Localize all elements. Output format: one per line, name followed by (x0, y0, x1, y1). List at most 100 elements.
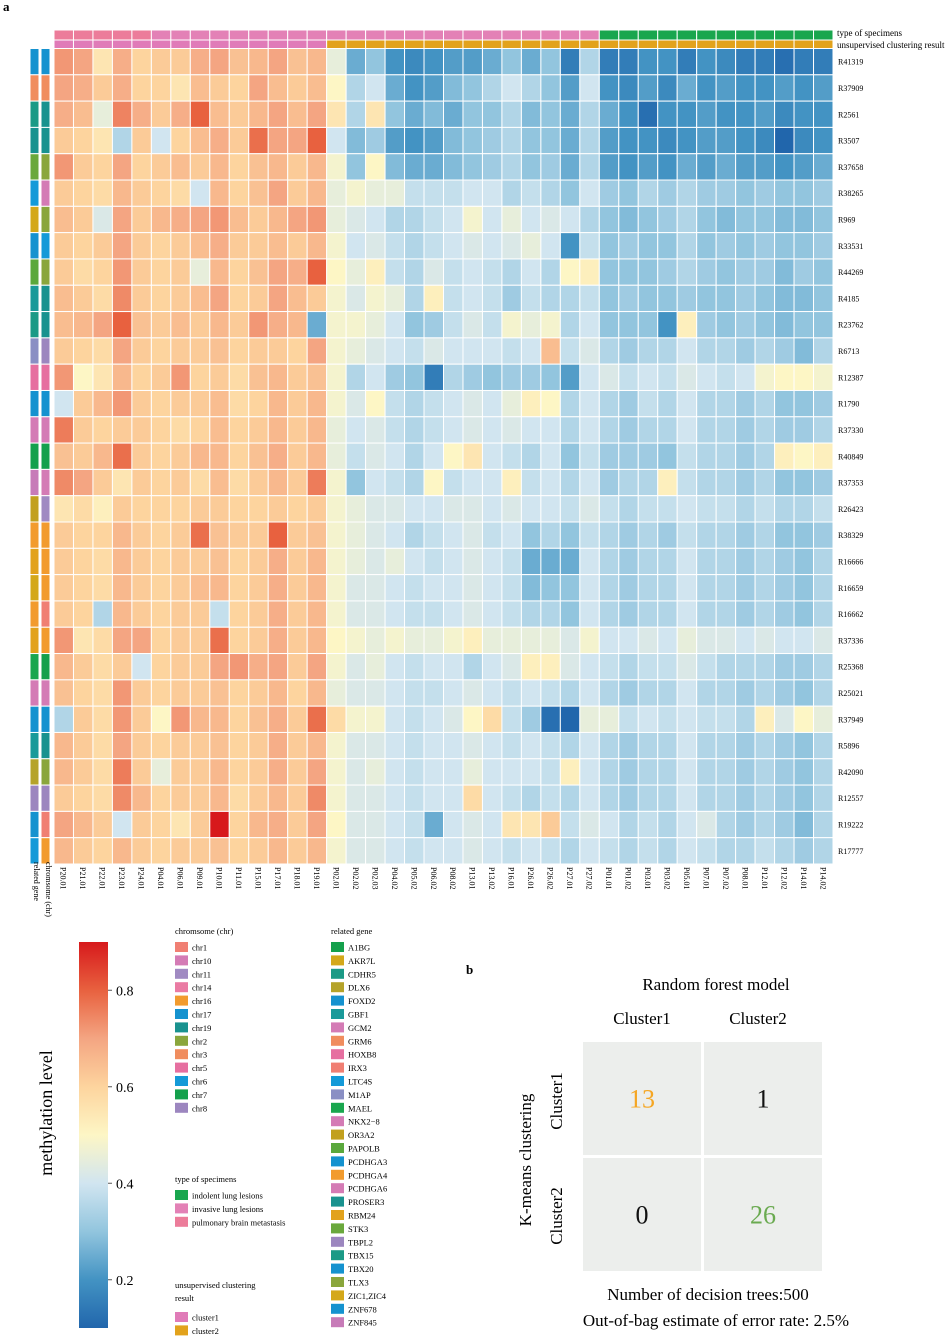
heatmap-cell (637, 258, 659, 286)
heatmap-cell (189, 363, 211, 391)
heatmap-cell (287, 574, 308, 602)
heatmap-cell (170, 126, 191, 155)
heatmap-cell (657, 205, 678, 234)
legend-gene-label: PCDHGA3 (348, 1157, 387, 1167)
heatmap-cell (657, 389, 678, 418)
row-chromosome-cell (40, 179, 51, 207)
heatmap-cell (170, 574, 191, 602)
heatmap-cell (481, 311, 503, 339)
heatmap-cell (657, 653, 678, 681)
heatmap-cell (150, 284, 172, 313)
heatmap-cell (365, 758, 386, 786)
legend-chromosome-label: chr1 (192, 943, 207, 953)
heatmap-cell (715, 232, 737, 260)
heatmap-cell (501, 205, 522, 234)
heatmap-cell (111, 205, 133, 234)
heatmap-cell (209, 810, 230, 839)
heatmap-cell (540, 731, 561, 760)
heatmap-cell (228, 600, 250, 628)
heatmap-cell (53, 626, 74, 655)
row-chromosome-cell (40, 784, 51, 812)
heatmap-cell (579, 232, 600, 260)
heatmap-cell (92, 626, 113, 655)
heatmap-cell (111, 126, 133, 155)
heatmap-cell (598, 284, 620, 313)
heatmap-cell (793, 521, 815, 549)
heatmap-cell (365, 205, 386, 234)
column-cluster-cell (209, 39, 230, 49)
column-label: P22.01 (98, 867, 107, 889)
heatmap-cell (287, 389, 308, 418)
heatmap-cell (481, 284, 503, 313)
column-cluster-cell (326, 39, 347, 49)
heatmap-cell (754, 258, 776, 286)
heatmap-cell (326, 442, 347, 470)
heatmap-cell (267, 679, 289, 707)
heatmap-cell (443, 679, 464, 707)
heatmap-cell (287, 337, 308, 365)
heatmap-cell (462, 495, 483, 523)
heatmap-cell (306, 653, 328, 681)
heatmap-cell (404, 153, 425, 181)
heatmap-cell (306, 179, 328, 207)
heatmap-cell (326, 100, 347, 128)
legend-chromosome-title: chromsome (chr) (175, 926, 233, 936)
heatmap-cell (267, 179, 289, 207)
heatmap-cell (793, 205, 815, 234)
heatmap-cell (598, 758, 620, 786)
legend-cluster-label: cluster2 (192, 1326, 219, 1336)
heatmap-cell (462, 363, 483, 391)
heatmap-cell (443, 100, 464, 128)
legend-gene-swatch (331, 1116, 344, 1127)
heatmap-cell (111, 574, 133, 602)
heatmap-cell (209, 416, 230, 444)
heatmap-cell (735, 232, 756, 260)
heatmap-cell (287, 442, 308, 470)
heatmap-cell (248, 126, 269, 155)
heatmap-cell (501, 574, 522, 602)
heatmap-cell (228, 442, 250, 470)
heatmap-cell (754, 574, 776, 602)
heatmap-cell (501, 468, 522, 497)
column-type-cell (72, 29, 94, 41)
heatmap-cell (540, 179, 561, 207)
heatmap-cell (579, 205, 600, 234)
heatmap-cell (209, 258, 230, 286)
heatmap-cell (267, 205, 289, 234)
heatmap-cell (696, 126, 717, 155)
heatmap-cell (306, 679, 328, 707)
heatmap-cell (306, 837, 328, 865)
heatmap-cell (462, 837, 483, 865)
heatmap-cell (676, 311, 698, 339)
heatmap-cell (228, 284, 250, 313)
heatmap-cell (715, 337, 737, 365)
column-type-cell (111, 29, 133, 41)
heatmap-cell (228, 784, 250, 812)
heatmap-cell (92, 758, 113, 786)
heatmap-cell (598, 705, 620, 733)
column-label: P16.01 (507, 867, 516, 889)
heatmap-cell (559, 126, 581, 155)
legend-gene-label: PROSER3 (348, 1197, 384, 1207)
heatmap-cell (72, 521, 94, 549)
heatmap-cell (754, 442, 776, 470)
column-label: P24.01 (137, 867, 146, 889)
legend-gene-label: GCM2 (348, 1023, 372, 1033)
heatmap-cell (579, 284, 600, 313)
heatmap-cell (793, 758, 815, 786)
heatmap-cell (618, 232, 639, 260)
heatmap-cell (365, 442, 386, 470)
heatmap-cell (423, 679, 444, 707)
legend-gene-label: A1BG (348, 943, 370, 953)
legend-gene-swatch (331, 968, 344, 979)
heatmap-cell (423, 363, 444, 391)
column-type-cell (170, 29, 191, 41)
heatmap-cell (618, 495, 639, 523)
heatmap-cell (209, 547, 230, 576)
column-label: P10.01 (215, 867, 224, 889)
heatmap-cell (657, 468, 678, 497)
heatmap-cell (248, 416, 269, 444)
heatmap-cell (462, 705, 483, 733)
annotation-label-type: type of specimens (837, 28, 902, 38)
heatmap-cell (481, 495, 503, 523)
